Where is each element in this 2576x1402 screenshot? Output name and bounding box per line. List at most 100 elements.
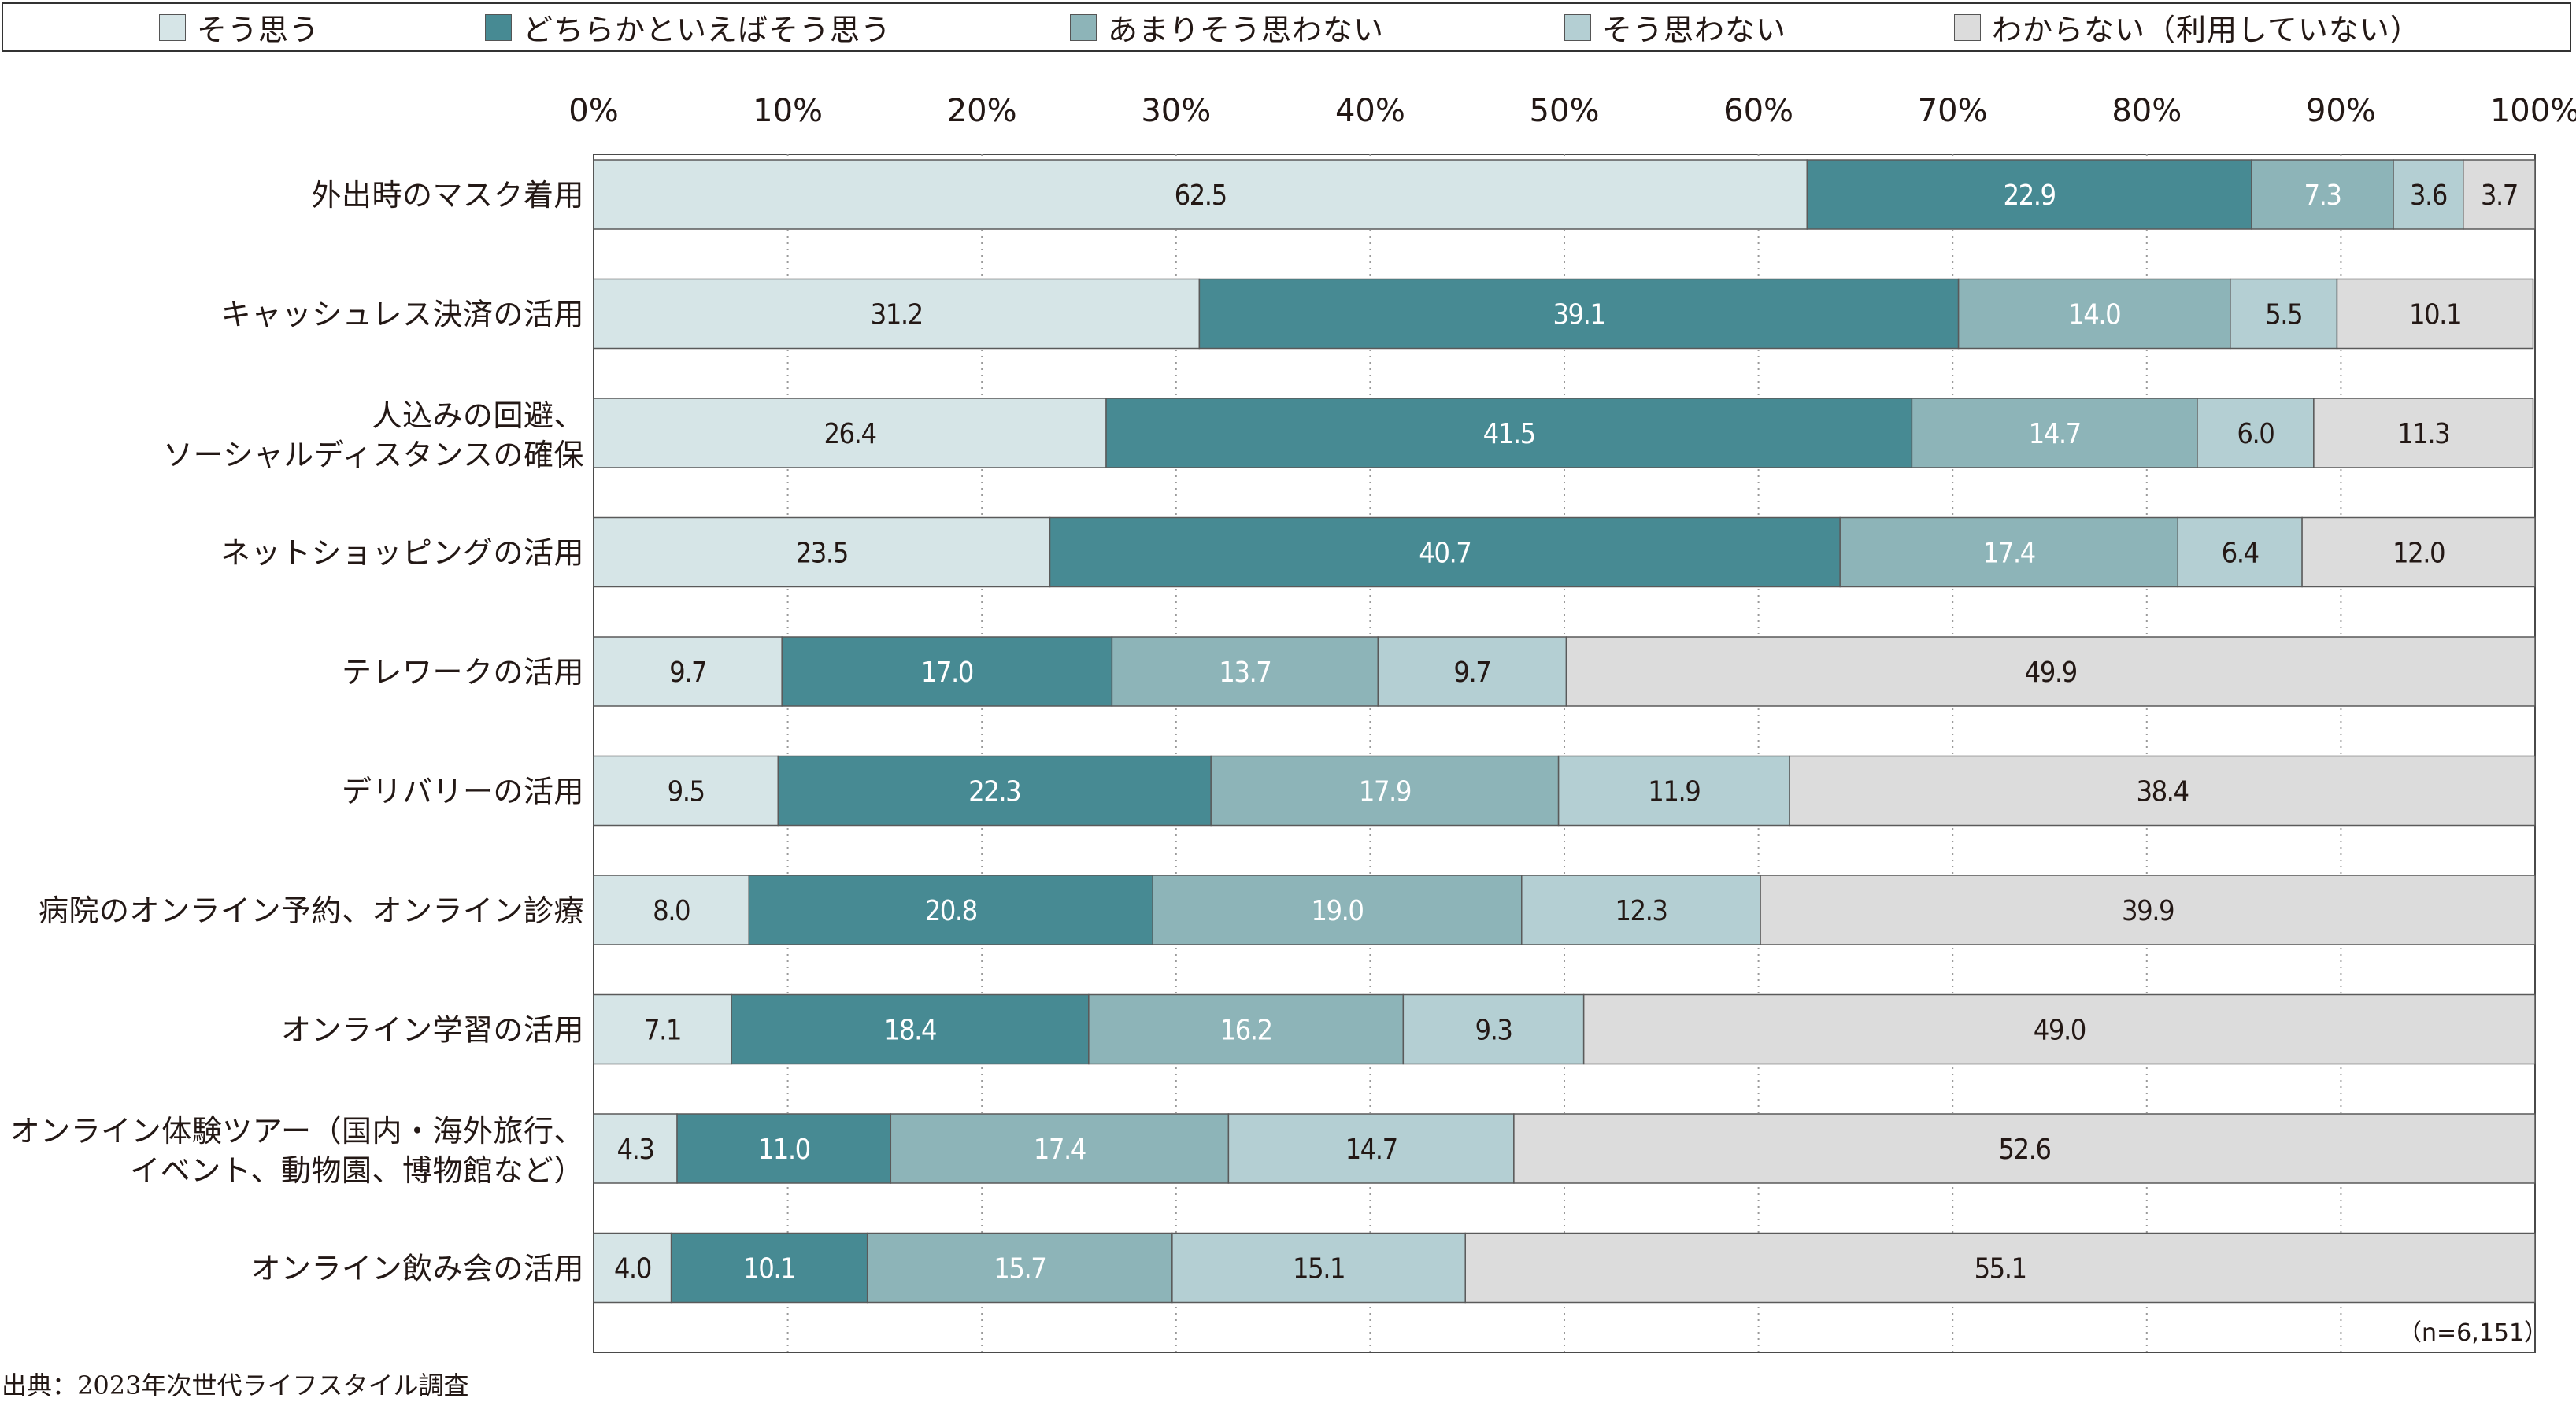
bar-segment [2197,398,2315,468]
data-label: 10.1 [743,1253,795,1285]
bar-segment [593,159,1808,230]
data-label: 11.0 [758,1134,810,1166]
category-label: 外出時のマスク着用 [311,178,584,213]
x-tick-label: 0% [568,93,618,129]
bar-segment [2463,159,2536,230]
data-label: 22.9 [2004,179,2056,212]
legend-label: わからない（利用していない） [1992,13,2421,47]
legend-label: どちらかといえばそう思う [523,13,892,47]
data-label: 22.3 [968,776,1020,808]
bar-segment [593,1232,672,1304]
bar-segment [1806,159,2252,230]
source-note: 出典：2023年次世代ライフスタイル調査 [2,1371,469,1400]
legend-item: どちらかといえばそう思う [485,4,891,50]
bar-segment [781,636,1113,707]
data-label: 18.4 [884,1015,936,1047]
data-label: 31.2 [871,299,923,331]
data-label: 39.9 [2122,895,2174,927]
data-label: 49.9 [2025,657,2077,689]
bar-segment [2230,278,2338,350]
data-label: 3.6 [2410,179,2447,212]
data-label: 17.0 [921,657,973,689]
bar-segment [1377,636,1567,707]
data-label: 17.9 [1359,776,1411,808]
bar-segment [670,1232,868,1304]
bar-segment [748,875,1153,945]
data-label: 11.9 [1648,776,1700,808]
bar-segment [593,1113,678,1184]
data-label: 39.1 [1553,299,1604,331]
bar-segment [1520,875,1761,945]
legend-item: そう思う [159,4,320,50]
data-label: 7.3 [2304,179,2341,212]
data-label: 7.1 [644,1015,681,1047]
category-label: キャッシュレス決済の活用 [221,298,584,332]
bar-segment [2301,516,2536,588]
data-label: 3.7 [2481,179,2518,212]
legend-item: そう思わない [1564,4,1786,50]
data-label: 5.5 [2265,299,2302,331]
bar-segment [593,398,1107,468]
bar-segment [1152,875,1523,945]
bar-segment [866,1232,1173,1304]
bar-segment [1513,1113,2536,1184]
x-tick-label: 80% [2112,93,2182,129]
data-label: 9.5 [668,776,705,808]
category-label: オンライン体験ツアー（国内・海外旅行、 [10,1114,584,1149]
data-label: 16.2 [1220,1015,1272,1047]
bar-segment [1789,755,2536,827]
bar-segment [593,516,1051,588]
legend: そう思う どちらかといえばそう思う あまりそう思わない そう思わない わからない（利用し… [2,2,2571,52]
data-label: 55.1 [1975,1253,2026,1285]
bar-segment [1557,755,1790,827]
x-tick-label: 10% [753,93,823,129]
data-label: 62.5 [1175,179,1227,212]
category-label: ソーシャルディスタンスの確保 [163,438,584,472]
category-label: ネットショッピングの活用 [220,536,584,571]
bar-segment [1088,993,1405,1065]
x-tick-label: 20% [947,93,1017,129]
data-label: 6.4 [2222,538,2259,570]
data-label: 15.1 [1293,1253,1345,1285]
category-label: テレワークの活用 [342,655,584,690]
bar-segment [2251,159,2394,230]
bar-segment [2177,516,2303,588]
data-label: 20.8 [925,895,977,927]
data-label: 12.0 [2393,538,2445,570]
bar-segment [1111,636,1379,707]
legend-swatch [159,13,186,41]
legend-swatch [1564,13,1591,41]
bar-segment [593,755,779,827]
x-tick-label: 70% [1918,93,1988,129]
data-label: 52.6 [1998,1134,2050,1166]
data-label: 4.3 [617,1134,654,1166]
bar-segment [1565,636,2536,707]
bar-segment [1582,993,2536,1065]
category-label: イベント、動物園、博物館など） [130,1153,584,1188]
data-label: 4.0 [614,1253,651,1285]
data-label: 40.7 [1419,538,1471,570]
data-label: 8.0 [653,895,690,927]
legend-label: あまりそう思わない [1108,13,1385,47]
bar-segment [1210,755,1560,827]
data-label: 17.4 [1983,538,2035,570]
bar-segment [1464,1232,2536,1304]
bar-segment [2393,159,2464,230]
legend-label: そう思わない [1602,13,1787,47]
data-label: 19.0 [1311,895,1363,927]
x-tick-label: 90% [2306,93,2376,129]
legend-swatch [1070,13,1097,41]
bar-segment [1402,993,1585,1065]
data-label: 26.4 [824,418,875,450]
bar-segment [1049,516,1841,588]
data-label: 6.0 [2237,418,2274,450]
sample-size-note: （n=6,151） [2398,1319,2548,1347]
x-tick-label: 40% [1335,93,1405,129]
data-label: 38.4 [2136,776,2188,808]
data-label: 41.5 [1483,418,1535,450]
data-label: 13.7 [1219,657,1271,689]
bar-segment [1105,398,1913,468]
x-tick-label: 50% [1530,93,1600,129]
data-label: 9.3 [1475,1015,1512,1047]
data-label: 12.3 [1615,895,1667,927]
